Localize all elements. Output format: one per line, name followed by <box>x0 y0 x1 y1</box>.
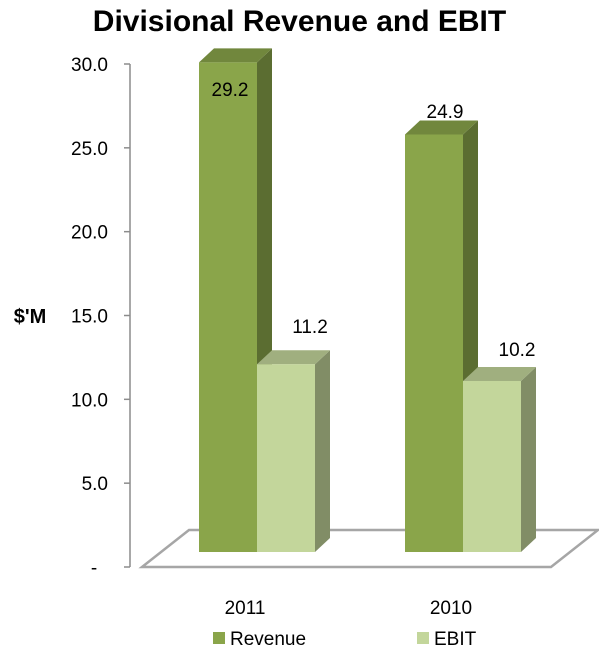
bar-ebit-2011 <box>257 350 330 552</box>
y-tick-label: 15.0 <box>71 307 108 328</box>
bar-ebit-2010 <box>463 366 536 552</box>
y-tick-label: 20.0 <box>71 223 108 244</box>
data-labels: 29.2 24.9 11.2 10.2 <box>212 80 536 361</box>
data-label: 24.9 <box>427 102 464 123</box>
legend: Revenue EBIT <box>213 629 477 650</box>
data-label: 10.2 <box>499 340 536 361</box>
data-label: 11.2 <box>292 317 328 338</box>
bars <box>199 48 536 553</box>
y-tick-label: 10.0 <box>71 390 108 411</box>
data-label: 29.2 <box>212 80 249 101</box>
bar-front-face <box>405 134 463 552</box>
bar-front-face <box>257 364 315 552</box>
y-axis: - 5.0 10.0 15.0 20.0 25.0 30.0 2011 2010 <box>71 55 472 619</box>
legend-swatch-revenue <box>213 632 225 644</box>
bar-top-face <box>199 48 272 63</box>
x-category-label: 2010 <box>430 598 472 619</box>
legend-label-ebit: EBIT <box>434 629 477 650</box>
bar-front-face <box>199 62 257 553</box>
y-tick-label: 5.0 <box>82 474 108 495</box>
chart-title: Divisional Revenue and EBIT <box>92 5 507 38</box>
bar-top-face <box>257 350 330 365</box>
y-tick-label: 30.0 <box>71 55 108 76</box>
y-tick-label: - <box>91 558 97 579</box>
bar-top-face <box>463 366 536 381</box>
y-axis-label: $'M <box>14 306 47 328</box>
bar-top-face <box>405 120 478 135</box>
y-tick-label: 25.0 <box>71 139 108 160</box>
legend-label-revenue: Revenue <box>230 629 306 650</box>
bar-side-face <box>315 350 330 552</box>
legend-swatch-ebit <box>417 632 429 644</box>
bar-front-face <box>463 380 521 552</box>
bar-side-face <box>521 366 536 552</box>
x-category-label: 2011 <box>225 598 266 619</box>
